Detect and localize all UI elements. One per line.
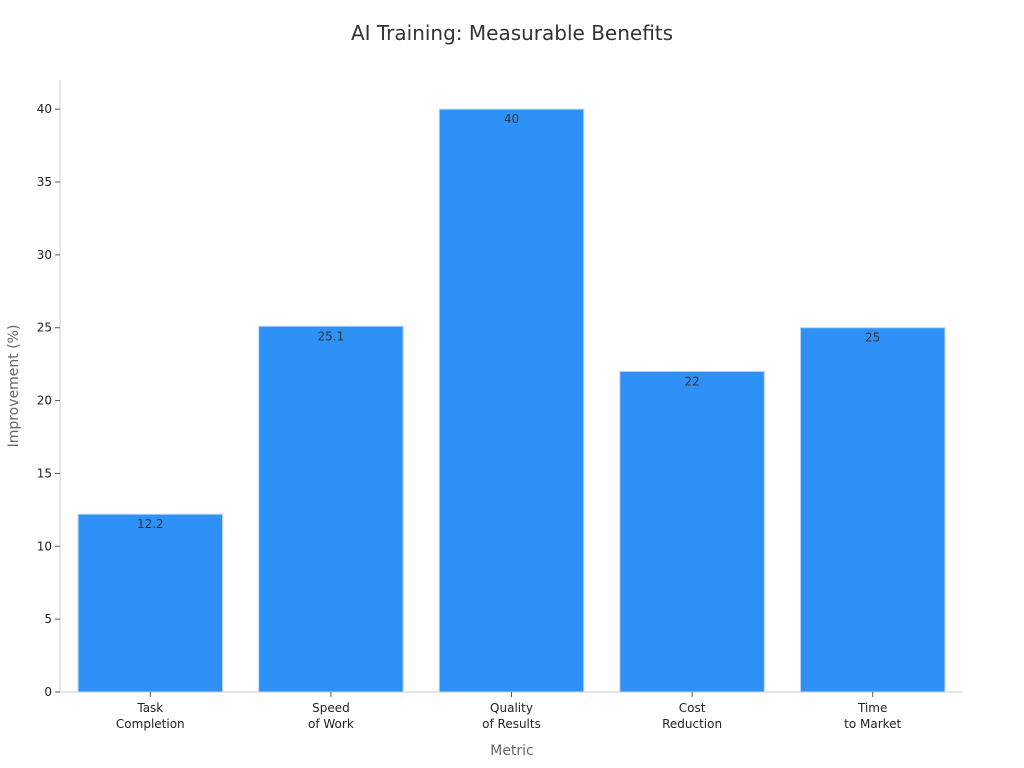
y-tick-label: 40 [37, 102, 52, 116]
y-tick-label: 15 [37, 466, 52, 480]
x-tick-label: Task Completion [116, 701, 185, 731]
bar [799, 327, 946, 693]
chart-title: AI Training: Measurable Benefits [351, 21, 673, 45]
y-tick-label: 0 [44, 685, 52, 699]
data-label: 25.1 [318, 329, 345, 343]
y-tick-label: 35 [37, 175, 52, 189]
y-tick-label: 30 [37, 248, 52, 262]
data-label: 22 [684, 374, 699, 388]
y-tick-label: 25 [37, 321, 52, 335]
bar [438, 108, 585, 693]
data-label: 40 [504, 112, 519, 126]
x-tick-label: Quality of Results [482, 701, 541, 731]
y-tick-label: 5 [44, 612, 52, 626]
axes-layer: 0 5 10 15 20 25 30 35 40 Task Completion Speed of Wo… [37, 80, 963, 731]
bar [619, 370, 765, 693]
bar [258, 325, 404, 693]
labels-layer: 12.2 25.1 40 22 25 [137, 112, 880, 531]
y-tick-label: 10 [37, 539, 52, 553]
x-tick-label: Time to Market [844, 701, 901, 731]
bar [77, 513, 224, 693]
x-tick-label: Cost Reduction [662, 701, 722, 731]
y-axis-title: Improvement (%) [6, 325, 22, 448]
data-label: 12.2 [137, 517, 164, 531]
data-label: 25 [865, 331, 880, 345]
y-tick-label: 20 [37, 394, 52, 408]
bars-layer [77, 108, 946, 693]
x-tick-label: Speed of Work [308, 701, 354, 731]
x-axis-title: Metric [490, 743, 534, 759]
